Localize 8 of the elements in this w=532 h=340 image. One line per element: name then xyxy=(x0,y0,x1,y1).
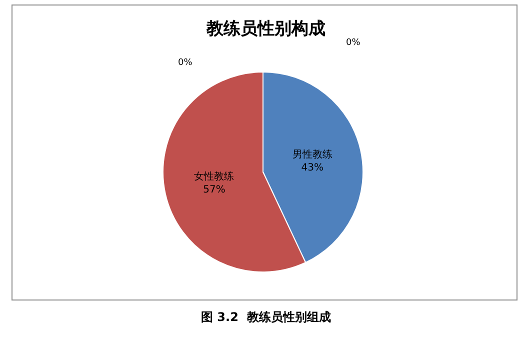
slice-label: 男性教练 xyxy=(292,148,332,160)
slice-label: 女性教练 xyxy=(194,170,234,182)
caption: 图 3.2 教练员性别组成 xyxy=(201,310,331,324)
text: 0% xyxy=(178,58,192,68)
data-label: 57% xyxy=(203,184,226,196)
text: 0% xyxy=(346,38,360,48)
data-label: 43% xyxy=(301,162,324,174)
chart-title: 教练员性别构成 xyxy=(206,18,326,39)
